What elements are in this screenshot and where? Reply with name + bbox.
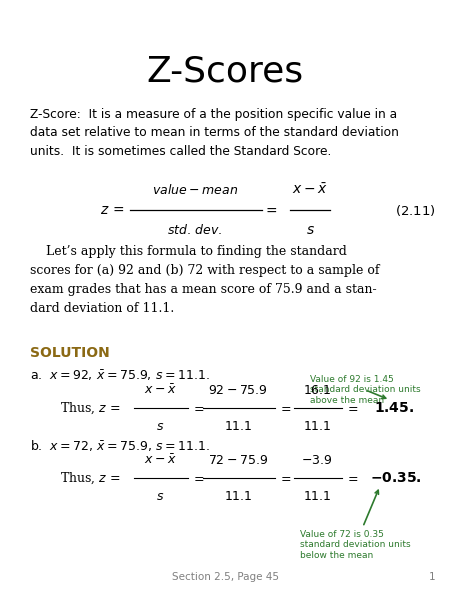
Text: $(2.11)$: $(2.11)$ <box>395 202 435 217</box>
Text: $16.1$: $16.1$ <box>303 384 331 397</box>
Text: $=$: $=$ <box>278 472 292 485</box>
Text: $\mathbf{1.45.}$: $\mathbf{1.45.}$ <box>374 401 414 415</box>
Text: $11.1$: $11.1$ <box>303 490 331 503</box>
Text: $s$: $s$ <box>306 223 315 237</box>
Text: $-3.9$: $-3.9$ <box>302 454 333 467</box>
Text: $x - \bar{x}$: $x - \bar{x}$ <box>292 182 328 197</box>
Text: $x - \bar{x}$: $x - \bar{x}$ <box>144 383 176 397</box>
Text: Thus, $z\,=\,$: Thus, $z\,=\,$ <box>60 470 121 486</box>
Text: $=$: $=$ <box>191 472 205 485</box>
Text: $s$: $s$ <box>156 490 164 503</box>
Text: 1: 1 <box>428 572 435 582</box>
Text: $=$: $=$ <box>263 203 277 217</box>
Text: SOLUTION: SOLUTION <box>30 346 110 360</box>
Text: $\mathit{std.\,dev.}$: $\mathit{std.\,dev.}$ <box>167 223 223 237</box>
Text: $=$: $=$ <box>278 401 292 415</box>
Text: Thus, $z\,=\,$: Thus, $z\,=\,$ <box>60 400 121 416</box>
Text: Section 2.5, Page 45: Section 2.5, Page 45 <box>171 572 279 582</box>
Text: $11.1$: $11.1$ <box>224 420 252 433</box>
Text: b.  $x = 72,\, \bar{x} = 75.9,\, s = 11.1.$: b. $x = 72,\, \bar{x} = 75.9,\, s = 11.1… <box>30 438 210 453</box>
Text: $x - \bar{x}$: $x - \bar{x}$ <box>144 454 176 467</box>
Text: Value of 72 is 0.35
standard deviation units
below the mean: Value of 72 is 0.35 standard deviation u… <box>300 490 410 560</box>
Text: $11.1$: $11.1$ <box>303 420 331 433</box>
Text: a.  $x = 92,\, \bar{x} = 75.9,\, s = 11.1.$: a. $x = 92,\, \bar{x} = 75.9,\, s = 11.1… <box>30 368 210 383</box>
Text: $\mathbf{-0.35.}$: $\mathbf{-0.35.}$ <box>370 471 422 485</box>
Text: Let’s apply this formula to finding the standard
scores for (a) 92 and (b) 72 wi: Let’s apply this formula to finding the … <box>30 245 379 315</box>
Text: $s$: $s$ <box>156 420 164 433</box>
Text: $92 - 75.9$: $92 - 75.9$ <box>208 384 268 397</box>
Text: $=$: $=$ <box>191 401 205 415</box>
Text: $11.1$: $11.1$ <box>224 490 252 503</box>
Text: $=$: $=$ <box>345 472 359 485</box>
Text: Value of 92 is 1.45
standard deviation units
above the mean: Value of 92 is 1.45 standard deviation u… <box>310 375 421 405</box>
Text: $72 - 75.9$: $72 - 75.9$ <box>208 454 268 467</box>
Text: $\mathit{value} - \mathit{mean}$: $\mathit{value} - \mathit{mean}$ <box>152 183 238 197</box>
Text: $z\,=\,$: $z\,=\,$ <box>100 203 124 217</box>
Text: Z-Scores: Z-Scores <box>146 55 304 89</box>
Text: $=$: $=$ <box>345 401 359 415</box>
Text: Z-Score:  It is a measure of a the position specific value in a
data set relativ: Z-Score: It is a measure of a the positi… <box>30 108 399 158</box>
